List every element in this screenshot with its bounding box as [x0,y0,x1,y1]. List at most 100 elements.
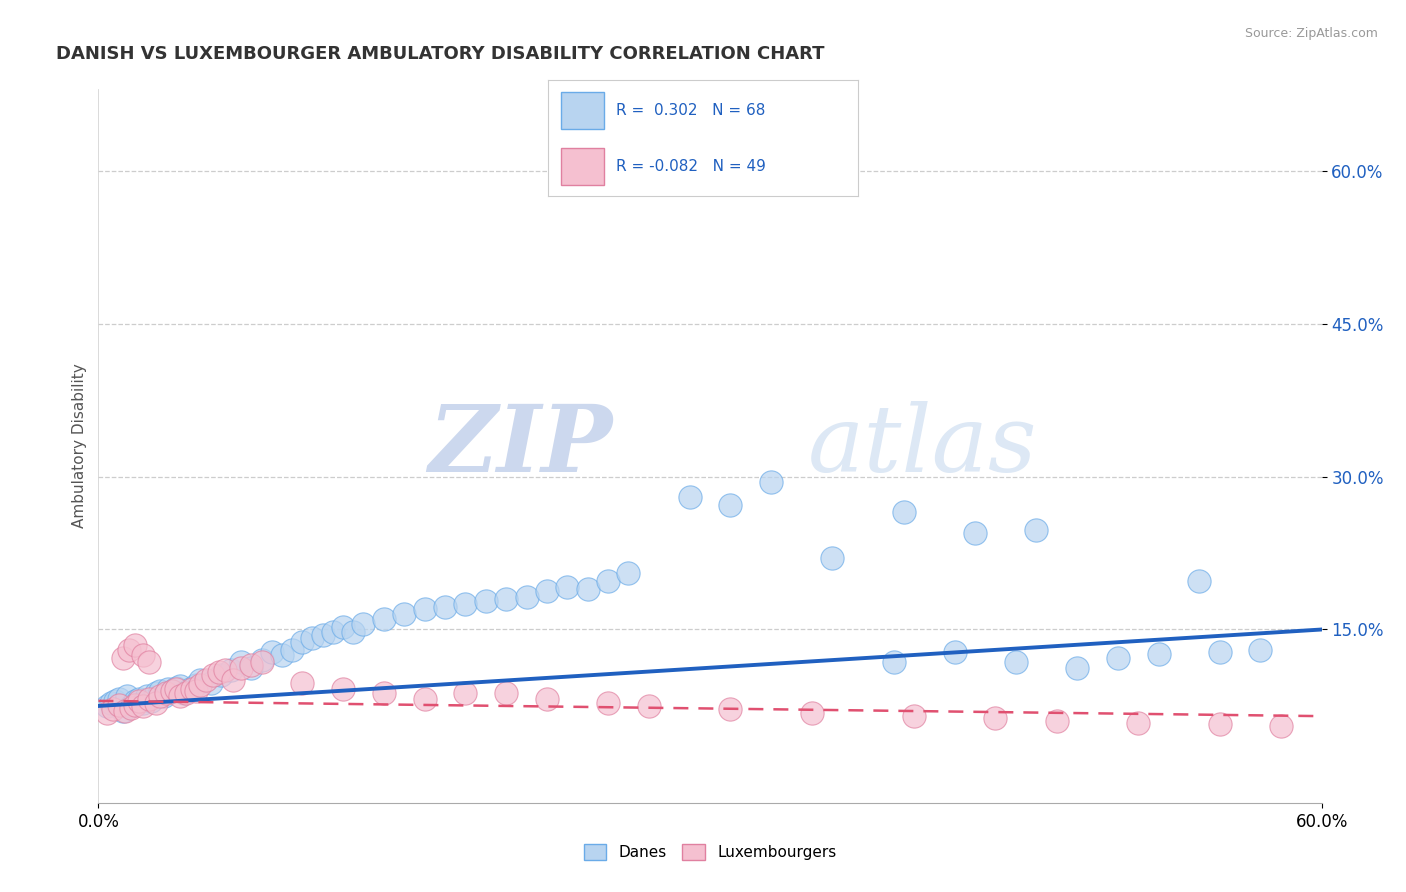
Text: R = -0.082   N = 49: R = -0.082 N = 49 [616,159,766,174]
Point [179,681,201,696]
Point [637,698,661,713]
Point [240,661,263,675]
Point [124,698,146,712]
Point [291,634,314,648]
Point [174,686,197,700]
Point [111,651,134,665]
Point [96,706,118,720]
Point [598,696,620,710]
Point [1209,717,1232,731]
Point [138,655,160,669]
Point [903,709,925,723]
Y-axis label: Ambulatory Disability: Ambulatory Disability [72,364,87,528]
Point [141,694,163,708]
Point [114,704,136,718]
Point [943,645,966,659]
Point [214,663,236,677]
Point [101,702,124,716]
Point [281,643,304,657]
Point [984,711,1007,725]
Point [434,600,457,615]
Point [120,701,142,715]
Point [342,624,364,639]
Point [149,683,172,698]
Point [1209,645,1232,659]
Point [454,597,477,611]
Point [965,525,987,540]
Point [301,631,323,645]
Point [332,681,354,696]
Point [240,658,263,673]
Point [821,551,844,566]
Point [495,591,517,606]
Point [291,675,314,690]
Point [128,694,150,708]
Point [1188,574,1211,588]
Point [495,686,517,700]
Point [555,580,579,594]
Point [801,706,824,720]
Point [132,696,155,710]
Point [104,694,127,708]
Point [115,689,138,703]
Point [188,673,212,688]
Point [160,683,183,698]
Point [195,673,218,688]
Point [118,643,141,657]
Point [186,683,208,698]
Point [718,498,742,512]
Point [108,691,131,706]
Point [1004,655,1026,669]
Point [208,665,231,680]
Point [474,594,498,608]
Point [312,627,335,641]
Point [169,679,191,693]
Point [1107,651,1129,665]
Point [352,617,374,632]
Point [893,505,915,519]
Point [160,683,183,698]
Point [1249,643,1271,657]
Point [250,653,273,667]
Point [222,673,245,688]
Text: atlas: atlas [808,401,1038,491]
Point [219,663,242,677]
Point [169,689,191,703]
Point [883,655,905,669]
Point [1147,647,1170,661]
Point [108,698,131,712]
Point [132,698,155,713]
Point [270,648,294,662]
Point [761,475,783,489]
Point [209,668,232,682]
Point [1128,716,1150,731]
Point [1270,719,1292,733]
Legend: Danes, Luxembourgers: Danes, Luxembourgers [578,838,842,866]
Text: R =  0.302   N = 68: R = 0.302 N = 68 [616,103,766,118]
Point [111,704,134,718]
Point [96,698,118,713]
Point [186,677,208,691]
Point [1045,714,1069,729]
Point [155,686,177,700]
Point [260,645,283,659]
Point [1066,661,1088,675]
Point [201,668,224,682]
Point [536,583,558,598]
FancyBboxPatch shape [561,147,605,185]
Point [120,698,142,713]
Point [392,607,416,622]
Point [165,681,187,695]
Point [250,655,273,669]
Point [576,582,599,596]
Text: DANISH VS LUXEMBOURGER AMBULATORY DISABILITY CORRELATION CHART: DANISH VS LUXEMBOURGER AMBULATORY DISABI… [56,45,825,62]
Point [100,696,122,710]
FancyBboxPatch shape [561,92,605,129]
Point [617,566,640,581]
Point [373,686,395,700]
Point [165,681,187,696]
Point [138,691,160,706]
Point [145,686,167,700]
Text: ZIP: ZIP [427,401,612,491]
Point [156,681,179,696]
